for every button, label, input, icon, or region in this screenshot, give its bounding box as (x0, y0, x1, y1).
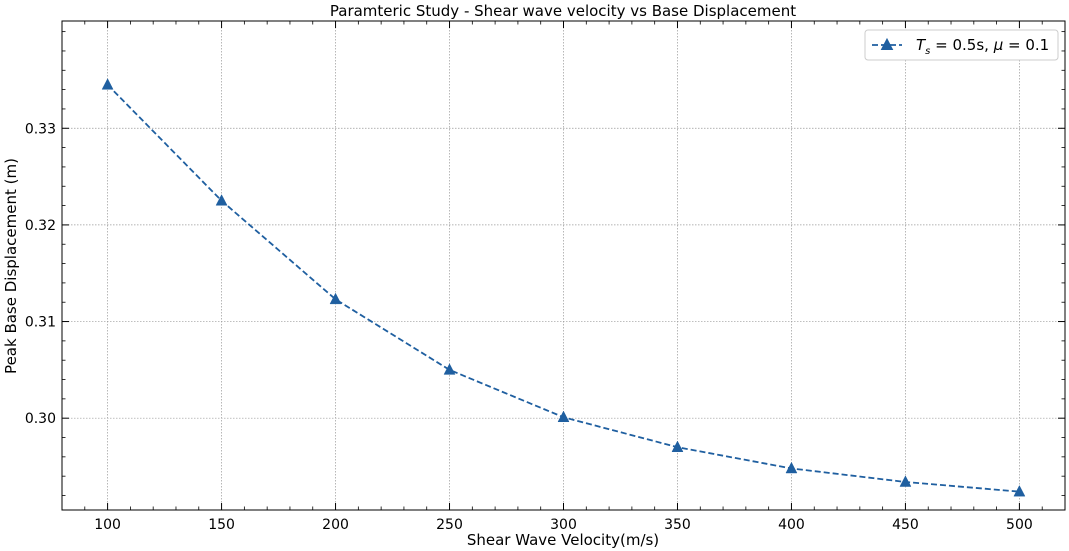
legend-label: Ts = 0.5s, μ = 0.1 (916, 36, 1049, 57)
data-point-marker (785, 461, 798, 474)
data-point-marker (1013, 485, 1026, 497)
axis-tick-labels: 100 150 200 250 300 350 400 450 500 0.30 0.31 0.32 0… (25, 121, 1033, 533)
legend-label-mu: μ (993, 36, 1004, 54)
data-point-marker (329, 292, 342, 305)
legend-box (864, 29, 1059, 61)
x-tick-label: 150 (208, 517, 235, 533)
legend-label-rest2: = 0.1 (1003, 36, 1049, 54)
x-tick-label: 500 (1006, 517, 1033, 533)
data-point-marker (557, 410, 570, 423)
axis-ticks (61, 21, 1066, 510)
x-tick-label: 300 (550, 517, 577, 533)
data-point-marker (101, 78, 114, 90)
y-tick-label: 0.30 (25, 411, 56, 427)
chart-title: Paramteric Study - Shear wave velocity v… (330, 2, 796, 20)
x-axis-label: Shear Wave Velocity(m/s) (467, 531, 659, 549)
legend-triangle-marker (880, 37, 894, 51)
y-tick-label: 0.32 (25, 218, 56, 234)
x-tick-label: 250 (436, 517, 463, 533)
data-point-marker (671, 440, 684, 452)
grid (62, 21, 1065, 510)
legend-label-t: T (916, 36, 927, 54)
series-markers (101, 78, 1026, 497)
y-tick-label: 0.31 (25, 315, 56, 331)
y-tick-label: 0.33 (25, 121, 56, 137)
legend-label-sub: s (925, 46, 930, 57)
x-tick-label: 450 (892, 517, 919, 533)
x-tick-label: 400 (778, 517, 805, 533)
data-point-marker (215, 194, 228, 206)
x-tick-label: 100 (94, 517, 121, 533)
data-point-marker (899, 475, 912, 487)
legend-label-rest1: = 0.5s, (930, 36, 993, 54)
data-point-marker (443, 363, 456, 375)
x-tick-label: 350 (664, 517, 691, 533)
legend: Ts = 0.5s, μ = 0.1 (864, 29, 1059, 61)
x-tick-label: 200 (322, 517, 349, 533)
y-axis-label: Peak Base Displacement (m) (2, 158, 20, 374)
